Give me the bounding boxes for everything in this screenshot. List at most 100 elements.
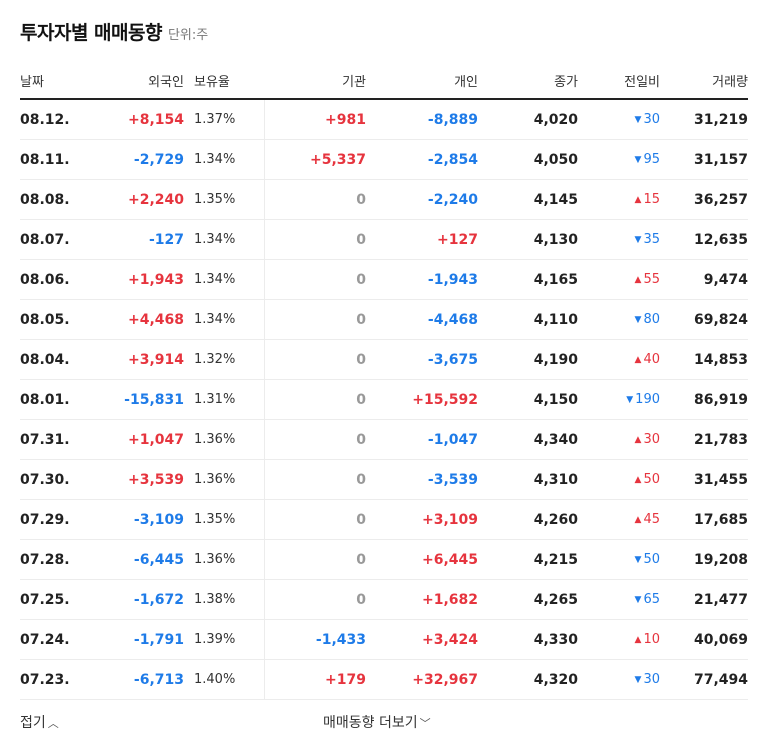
cell-change: ▲ 55 [578, 259, 660, 300]
cell-date: 07.29. [20, 499, 80, 540]
cell-foreign: +1,047 [80, 419, 184, 460]
cell-institution: 0 [263, 219, 366, 260]
up-triangle-icon: ▲ [634, 435, 642, 445]
cell-close: 4,130 [478, 219, 578, 260]
unit-label: 단위:주 [167, 28, 209, 43]
change-value: 55 [643, 272, 660, 287]
table-row: 08.06. +1,943 1.34% 0 -1,943 4,165 ▲ 55 9,474 [20, 259, 748, 300]
cell-change: ▲ 40 [578, 339, 660, 380]
cell-institution: 0 [263, 539, 366, 580]
change-value: 50 [643, 552, 660, 567]
cell-volume: 21,783 [660, 419, 748, 460]
cell-ratio: 1.36% [184, 459, 264, 500]
panel-header: 투자자별 매매동향 단위:주 [20, 18, 208, 46]
chevron-down-icon: ﹀ [419, 717, 431, 730]
table-row: 08.01. -15,831 1.31% 0 +15,592 4,150 ▼ 190 86,91… [20, 379, 748, 420]
cell-ratio: 1.35% [184, 179, 264, 220]
more-trading-label: 매매동향 더보기 [323, 715, 418, 731]
cell-individual: -4,468 [366, 299, 478, 340]
cell-ratio: 1.34% [184, 139, 264, 180]
panel-title: 투자자별 매매동향 [20, 22, 162, 44]
cell-close: 4,190 [478, 339, 578, 380]
cell-foreign: +4,468 [80, 299, 184, 340]
cell-volume: 31,157 [660, 139, 748, 180]
cell-date: 08.07. [20, 219, 80, 260]
change-value: 65 [643, 592, 660, 607]
cell-ratio: 1.35% [184, 499, 264, 540]
cell-foreign: +1,943 [80, 259, 184, 300]
cell-change: ▼ 50 [578, 539, 660, 580]
table-row: 07.25. -1,672 1.38% 0 +1,682 4,265 ▼ 65 21,477 [20, 579, 748, 620]
fold-button[interactable]: 접기 ︿ [20, 712, 59, 732]
cell-close: 4,050 [478, 139, 578, 180]
cell-close: 4,330 [478, 619, 578, 660]
cell-foreign: -3,109 [80, 499, 184, 540]
fold-label: 접기 [20, 715, 46, 731]
cell-date: 08.04. [20, 339, 80, 380]
col-header-ratio: 보유율 [184, 62, 264, 100]
cell-date: 08.08. [20, 179, 80, 220]
table-row: 07.30. +3,539 1.36% 0 -3,539 4,310 ▲ 50 31,455 [20, 459, 748, 500]
cell-date: 07.30. [20, 459, 80, 500]
cell-foreign: -127 [80, 219, 184, 260]
cell-volume: 9,474 [660, 259, 748, 300]
cell-individual: -2,854 [366, 139, 478, 180]
cell-ratio: 1.40% [184, 659, 264, 700]
cell-individual: +3,109 [366, 499, 478, 540]
cell-change: ▲ 15 [578, 179, 660, 220]
cell-institution: 0 [263, 379, 366, 420]
cell-date: 08.05. [20, 299, 80, 340]
more-trading-button[interactable]: 매매동향 더보기 ﹀ [323, 712, 431, 732]
cell-institution: 0 [263, 579, 366, 620]
cell-date: 08.01. [20, 379, 80, 420]
table-row: 08.07. -127 1.34% 0 +127 4,130 ▼ 35 12,635 [20, 219, 748, 260]
col-header-institution: 기관 [264, 62, 366, 100]
table-body: 08.12. +8,154 1.37% +981 -8,889 4,020 ▼ 30 31,21… [20, 99, 748, 700]
cell-institution: 0 [263, 419, 366, 460]
col-header-volume: 거래량 [660, 62, 748, 100]
cell-foreign: -2,729 [80, 139, 184, 180]
cell-institution: +5,337 [263, 139, 366, 180]
cell-ratio: 1.31% [184, 379, 264, 420]
table-row: 08.05. +4,468 1.34% 0 -4,468 4,110 ▼ 80 69,824 [20, 299, 748, 340]
table-row: 07.29. -3,109 1.35% 0 +3,109 4,260 ▲ 45 17,685 [20, 499, 748, 540]
cell-institution: 0 [263, 299, 366, 340]
up-triangle-icon: ▲ [634, 515, 642, 525]
change-value: 30 [643, 112, 660, 127]
cell-institution: 0 [263, 259, 366, 300]
cell-individual: -1,047 [366, 419, 478, 460]
up-triangle-icon: ▲ [634, 475, 642, 485]
cell-volume: 86,919 [660, 379, 748, 420]
cell-close: 4,340 [478, 419, 578, 460]
cell-ratio: 1.32% [184, 339, 264, 380]
down-triangle-icon: ▼ [626, 395, 634, 405]
cell-change: ▼ 35 [578, 219, 660, 260]
cell-close: 4,020 [478, 99, 578, 140]
cell-volume: 77,494 [660, 659, 748, 700]
change-value: 30 [643, 672, 660, 687]
cell-ratio: 1.38% [184, 579, 264, 620]
cell-institution: +981 [263, 99, 366, 140]
cell-change: ▼ 190 [578, 379, 660, 420]
down-triangle-icon: ▼ [634, 155, 642, 165]
col-header-individual: 개인 [366, 62, 478, 100]
cell-change: ▲ 50 [578, 459, 660, 500]
cell-date: 08.06. [20, 259, 80, 300]
cell-volume: 36,257 [660, 179, 748, 220]
cell-individual: -3,539 [366, 459, 478, 500]
down-triangle-icon: ▼ [634, 115, 642, 125]
cell-ratio: 1.36% [184, 539, 264, 580]
cell-close: 4,320 [478, 659, 578, 700]
cell-individual: -8,889 [366, 99, 478, 140]
cell-date: 07.24. [20, 619, 80, 660]
cell-ratio: 1.34% [184, 299, 264, 340]
change-value: 15 [643, 192, 660, 207]
cell-volume: 69,824 [660, 299, 748, 340]
cell-individual: -3,675 [366, 339, 478, 380]
up-triangle-icon: ▲ [634, 195, 642, 205]
cell-institution: 0 [263, 499, 366, 540]
cell-date: 07.28. [20, 539, 80, 580]
cell-date: 08.12. [20, 99, 80, 140]
change-value: 30 [643, 432, 660, 447]
cell-foreign: -6,445 [80, 539, 184, 580]
